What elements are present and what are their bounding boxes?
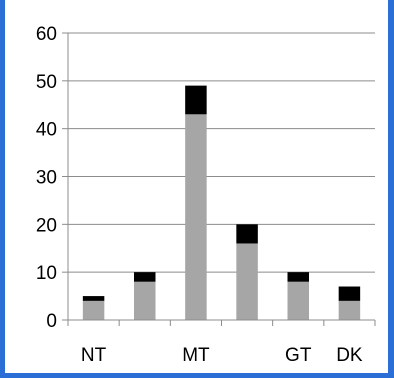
y-tick-label-20: 20 <box>36 215 57 236</box>
bar-segment-4-series-0 <box>287 281 309 320</box>
stacked-bar-chart: 0 10 20 30 40 50 60 NT MT GT DK <box>36 24 376 366</box>
y-tick-label-50: 50 <box>36 72 57 93</box>
bar-segment-5-series-0 <box>338 300 361 320</box>
bar-segment-0-series-1 <box>82 296 105 301</box>
gridlines <box>62 32 375 321</box>
bar-segment-4-series-1 <box>287 272 309 282</box>
y-tick-label-0: 0 <box>46 311 57 332</box>
y-tick-labels: 0 10 20 30 40 50 60 <box>36 24 57 332</box>
bar-segment-0-series-0 <box>82 300 105 320</box>
bar-segment-3-series-0 <box>236 243 258 320</box>
chart-frame: 0 10 20 30 40 50 60 NT MT GT DK <box>5 0 388 373</box>
x-tick-label-2: MT <box>182 345 210 366</box>
bar-segment-5-series-1 <box>338 286 361 301</box>
bar-segment-2-series-0 <box>185 114 207 320</box>
axes <box>67 33 376 326</box>
bar-segment-2-series-1 <box>185 85 207 115</box>
y-tick-label-40: 40 <box>36 120 57 141</box>
bars <box>82 85 361 320</box>
x-tick-label-4: GT <box>285 345 312 366</box>
y-tick-label-30: 30 <box>36 168 57 189</box>
y-tick-label-60: 60 <box>36 24 57 45</box>
x-tick-label-0: NT <box>81 345 107 366</box>
bar-segment-1-series-1 <box>134 272 156 282</box>
x-tick-labels: NT MT GT DK <box>81 345 363 366</box>
bar-segment-1-series-0 <box>134 281 156 320</box>
x-tick-label-5: DK <box>336 345 363 366</box>
y-tick-label-10: 10 <box>36 263 57 284</box>
bar-segment-3-series-1 <box>236 224 258 244</box>
